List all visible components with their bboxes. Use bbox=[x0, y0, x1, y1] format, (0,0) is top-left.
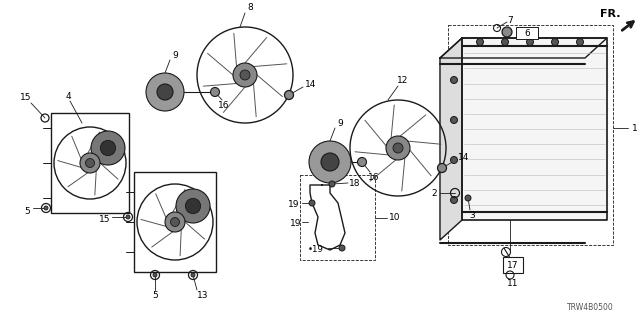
Circle shape bbox=[186, 198, 201, 214]
Circle shape bbox=[465, 195, 471, 201]
Circle shape bbox=[339, 245, 345, 251]
Text: 9: 9 bbox=[172, 51, 178, 60]
Bar bbox=[503, 257, 523, 273]
Bar bbox=[134, 172, 216, 272]
Circle shape bbox=[577, 38, 584, 45]
Text: •19: •19 bbox=[308, 244, 324, 253]
Circle shape bbox=[321, 153, 339, 171]
Circle shape bbox=[44, 206, 48, 210]
Text: 15: 15 bbox=[20, 92, 32, 101]
Text: 4: 4 bbox=[65, 92, 71, 100]
Text: 11: 11 bbox=[508, 278, 519, 287]
Circle shape bbox=[233, 63, 257, 87]
Circle shape bbox=[393, 143, 403, 153]
Circle shape bbox=[358, 157, 367, 166]
Text: 3: 3 bbox=[469, 211, 475, 220]
Text: 8: 8 bbox=[247, 3, 253, 12]
Circle shape bbox=[191, 273, 195, 277]
Circle shape bbox=[285, 91, 294, 100]
Circle shape bbox=[146, 73, 184, 111]
Bar bbox=[300, 175, 375, 260]
Polygon shape bbox=[462, 38, 607, 220]
Circle shape bbox=[552, 38, 559, 45]
Text: 19: 19 bbox=[291, 219, 301, 228]
Circle shape bbox=[309, 200, 315, 206]
Text: 2: 2 bbox=[431, 188, 437, 197]
Circle shape bbox=[165, 212, 185, 232]
Bar bbox=[51, 113, 129, 213]
Circle shape bbox=[170, 218, 179, 227]
Circle shape bbox=[309, 141, 351, 183]
Text: 16: 16 bbox=[218, 100, 230, 109]
Circle shape bbox=[527, 38, 534, 45]
Circle shape bbox=[451, 196, 458, 204]
Text: 5: 5 bbox=[24, 206, 30, 215]
Text: 15: 15 bbox=[99, 214, 111, 223]
Circle shape bbox=[329, 181, 335, 187]
Circle shape bbox=[91, 131, 125, 165]
Circle shape bbox=[157, 84, 173, 100]
Circle shape bbox=[438, 164, 447, 172]
Circle shape bbox=[502, 38, 509, 45]
Text: 16: 16 bbox=[368, 172, 380, 181]
Circle shape bbox=[477, 38, 483, 45]
Text: 12: 12 bbox=[397, 76, 409, 84]
Text: 10: 10 bbox=[389, 213, 401, 222]
Text: FR.: FR. bbox=[600, 9, 620, 19]
Text: 6: 6 bbox=[524, 28, 530, 37]
Circle shape bbox=[451, 156, 458, 164]
Circle shape bbox=[386, 136, 410, 160]
Circle shape bbox=[80, 153, 100, 173]
Circle shape bbox=[100, 140, 116, 156]
Circle shape bbox=[211, 87, 220, 97]
Circle shape bbox=[451, 76, 458, 84]
Bar bbox=[448, 25, 613, 245]
Circle shape bbox=[153, 273, 157, 277]
Bar bbox=[516, 27, 538, 39]
Text: 5: 5 bbox=[152, 292, 158, 300]
Text: 14: 14 bbox=[305, 79, 317, 89]
Text: 19: 19 bbox=[288, 199, 300, 209]
Text: 14: 14 bbox=[458, 153, 470, 162]
Text: TRW4B0500: TRW4B0500 bbox=[566, 303, 613, 313]
Polygon shape bbox=[440, 38, 607, 58]
Text: 7: 7 bbox=[507, 15, 513, 25]
Text: 13: 13 bbox=[197, 292, 209, 300]
Text: 9: 9 bbox=[337, 118, 343, 127]
Text: 1: 1 bbox=[632, 124, 638, 132]
Circle shape bbox=[240, 70, 250, 80]
Polygon shape bbox=[440, 38, 462, 240]
Circle shape bbox=[126, 215, 130, 219]
Circle shape bbox=[176, 189, 210, 223]
Circle shape bbox=[451, 116, 458, 124]
Text: 18: 18 bbox=[349, 179, 361, 188]
Circle shape bbox=[86, 158, 95, 167]
Text: 17: 17 bbox=[508, 260, 519, 269]
Circle shape bbox=[502, 27, 512, 37]
